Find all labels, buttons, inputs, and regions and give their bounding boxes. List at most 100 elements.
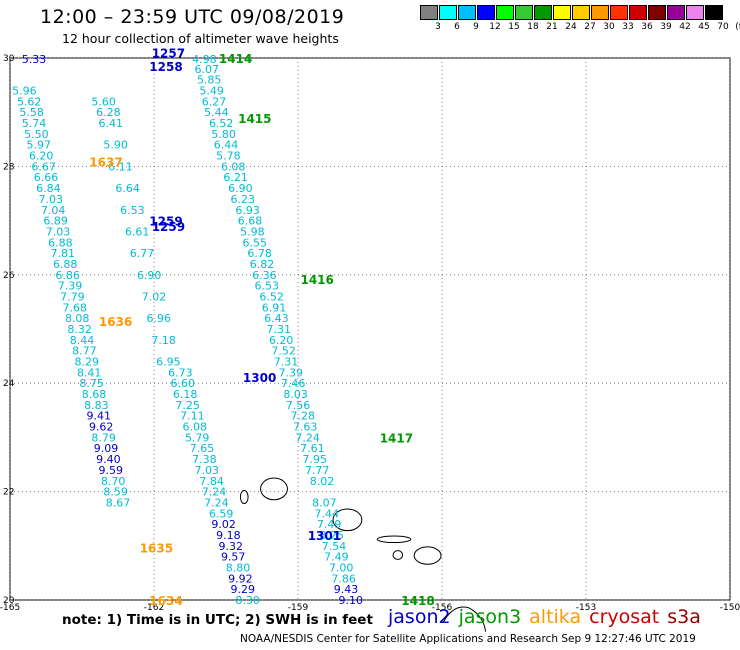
observation-label: 7.39 <box>58 280 83 293</box>
map-axis-ticks: -165 -162 -159 -156 -153 -150 30 28 26 24 22 20 <box>0 54 740 613</box>
observation-label: 6.36 <box>252 269 277 282</box>
observation-label: 8.07 <box>312 496 337 509</box>
observation-label: 6.08 <box>221 160 246 173</box>
observation-label: 9.18 <box>216 529 241 542</box>
observation-label: 8.44 <box>70 334 95 347</box>
observation-label: 8.25 <box>319 529 344 542</box>
observation-label: 7.00 <box>329 561 354 574</box>
page-title: 12:00 – 23:59 UTC 09/08/2019 <box>40 6 345 28</box>
observation-label: 6.21 <box>223 171 248 184</box>
pass-time-label: 1301 <box>308 529 341 543</box>
colorbar-swatch <box>553 5 571 20</box>
lat-tick-label: 28 <box>3 162 15 172</box>
observation-label: 5.49 <box>199 85 224 98</box>
pass-time-label: 1414 <box>219 52 252 66</box>
lat-tick-label: 24 <box>3 379 15 389</box>
observation-label: 5.58 <box>19 106 44 119</box>
map-frame <box>9 57 731 601</box>
observation-label: 9.40 <box>96 453 121 466</box>
lon-tick-label: -150 <box>720 603 740 613</box>
observation-label: 9.02 <box>211 518 236 531</box>
observation-label: 8.29 <box>75 356 100 369</box>
pass-time-label: 1257 <box>152 47 185 61</box>
observation-label: 6.73 <box>168 366 193 379</box>
observation-label: 5.74 <box>22 117 47 130</box>
observation-label: 6.88 <box>53 258 78 271</box>
observation-label: 7.81 <box>51 247 76 260</box>
colorbar-swatch <box>667 5 685 20</box>
observation-label: 5.78 <box>216 150 241 163</box>
observation-label: 7.54 <box>322 540 347 553</box>
observation-label: 7.46 <box>281 377 306 390</box>
hawaiian-islands <box>239 477 487 632</box>
colorbar-label: 6 <box>454 22 460 32</box>
observation-label: 6.66 <box>34 171 59 184</box>
page-subtitle: 12 hour collection of altimeter wave hei… <box>62 31 339 46</box>
observation-label: 7.61 <box>300 442 325 455</box>
observation-label: 6.82 <box>250 258 275 271</box>
pass-time-label: 1634 <box>149 594 182 608</box>
observation-label: 6.91 <box>262 301 287 314</box>
observation-label: 5.62 <box>17 95 42 108</box>
observation-label: 9.41 <box>87 410 112 423</box>
island-oahu <box>332 508 363 532</box>
observation-label: 6.89 <box>43 215 68 228</box>
observation-label: 5.96 <box>12 85 37 98</box>
observation-label: 6.90 <box>137 269 162 282</box>
observation-label: 6.96 <box>147 312 172 325</box>
pass-time-label: 1637 <box>89 156 122 170</box>
colorbar-swatch <box>534 5 552 20</box>
lon-tick-label: -153 <box>576 603 596 613</box>
observation-label: 6.08 <box>183 421 208 434</box>
observation-label: 6.86 <box>55 269 80 282</box>
observation-label: 9.32 <box>219 540 244 553</box>
legend-cryosat: cryosat <box>589 606 660 628</box>
observation-label: 6.64 <box>115 182 140 195</box>
observation-label: 6.88 <box>48 236 73 249</box>
colorbar-label: 18 <box>527 22 539 32</box>
observation-label: 6.67 <box>31 160 56 173</box>
colorbar-label: 12 <box>489 22 501 32</box>
observation-label: 7.44 <box>315 507 340 520</box>
pass-time-label: 1259 <box>149 215 182 229</box>
observation-label: 7.56 <box>286 399 311 412</box>
lon-tick-label: -156 <box>432 603 453 613</box>
map-grid <box>9 57 731 601</box>
colorbar-label: 30 <box>603 22 615 32</box>
observation-label: 9.43 <box>334 583 359 596</box>
observation-label: 7.68 <box>63 301 88 314</box>
island-hawaii <box>443 606 487 632</box>
observation-label: 6.68 <box>238 215 263 228</box>
observation-label: 7.02 <box>142 290 167 303</box>
observation-label: 6.90 <box>228 182 253 195</box>
colorbar-swatch <box>420 5 438 20</box>
pass-time-label: 1300 <box>243 371 276 385</box>
observation-label: 6.11 <box>108 160 133 173</box>
observation-label: 6.20 <box>29 150 54 163</box>
legend-jason3: jason3 <box>458 606 522 628</box>
colorbar-swatch <box>591 5 609 20</box>
observation-label: 6.27 <box>202 95 227 108</box>
observation-label: 7.63 <box>293 421 318 434</box>
satellite-legend: jason2 jason3 altika cryosat s3a <box>388 606 709 628</box>
pass-time-label: 1258 <box>149 60 182 74</box>
observation-label: 6.84 <box>36 182 61 195</box>
pass-time-label: 1415 <box>238 112 271 126</box>
colorbar-label: 36 <box>641 22 653 32</box>
observation-label: 8.68 <box>82 388 107 401</box>
lon-tick-label: -162 <box>144 603 164 613</box>
observation-label: 8.79 <box>91 431 116 444</box>
colorbar-label: 9 <box>473 22 479 32</box>
observation-label: 6.43 <box>264 312 289 325</box>
pass-time-label: 1416 <box>300 273 333 287</box>
observation-label: 7.31 <box>274 356 299 369</box>
pass-time-label: 1635 <box>140 542 173 556</box>
observation-label: 8.80 <box>226 561 251 574</box>
colorbar-swatch <box>648 5 666 20</box>
colorbar-label: 27 <box>584 22 596 32</box>
lat-tick-label: 22 <box>3 488 14 498</box>
lon-tick-label: -159 <box>288 603 309 613</box>
colorbar-swatch <box>610 5 628 20</box>
observation-label: 7.95 <box>303 453 328 466</box>
